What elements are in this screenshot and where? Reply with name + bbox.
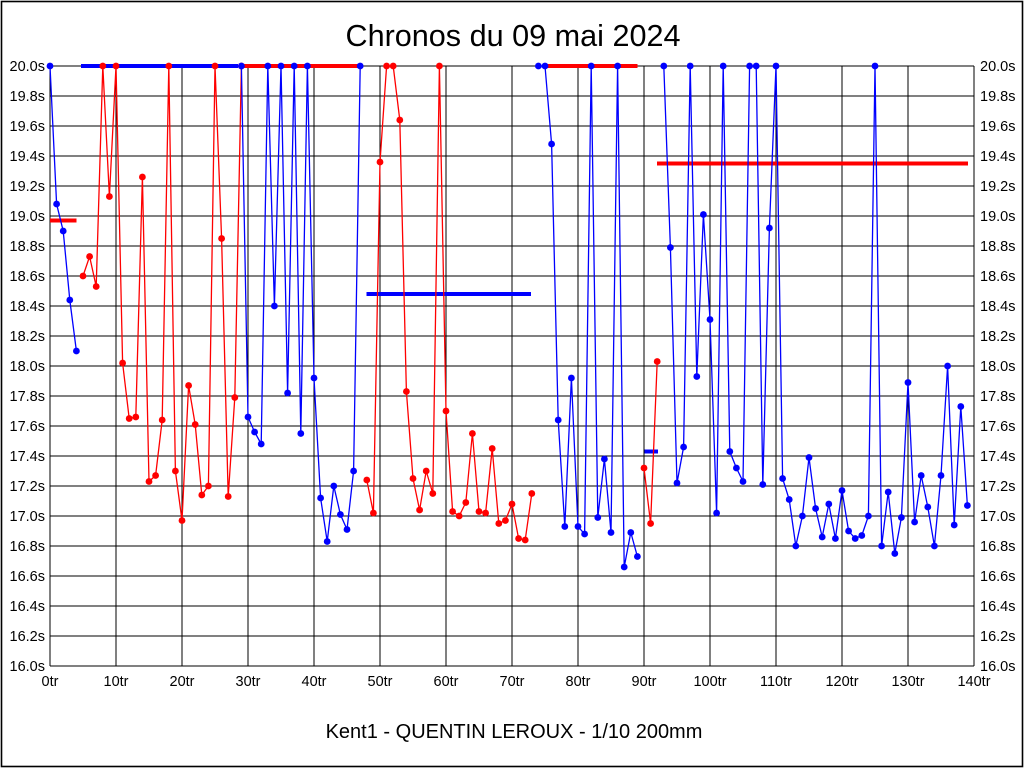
svg-text:17.2s: 17.2s: [10, 479, 45, 495]
svg-text:19.8s: 19.8s: [10, 89, 45, 105]
svg-text:17.6s: 17.6s: [980, 419, 1015, 435]
svg-text:19.2s: 19.2s: [980, 179, 1015, 195]
svg-text:16.0s: 16.0s: [10, 659, 45, 675]
svg-text:19.8s: 19.8s: [980, 89, 1015, 105]
svg-text:18.2s: 18.2s: [10, 329, 45, 345]
svg-text:18.4s: 18.4s: [10, 299, 45, 315]
svg-text:19.6s: 19.6s: [10, 119, 45, 135]
svg-text:16.8s: 16.8s: [10, 539, 45, 555]
svg-text:0tr: 0tr: [42, 674, 59, 690]
svg-text:17.0s: 17.0s: [10, 509, 45, 525]
svg-text:90tr: 90tr: [632, 674, 657, 690]
svg-text:40tr: 40tr: [302, 674, 327, 690]
svg-text:19.4s: 19.4s: [980, 149, 1015, 165]
svg-text:16.4s: 16.4s: [10, 599, 45, 615]
svg-text:Chronos du 09 mai 2024: Chronos du 09 mai 2024: [345, 19, 680, 53]
svg-text:120tr: 120tr: [825, 674, 858, 690]
svg-text:18.2s: 18.2s: [980, 329, 1015, 345]
svg-text:20.0s: 20.0s: [980, 59, 1015, 75]
svg-text:18.8s: 18.8s: [980, 239, 1015, 255]
svg-text:110tr: 110tr: [760, 674, 792, 690]
svg-text:80tr: 80tr: [566, 674, 591, 690]
svg-text:50tr: 50tr: [368, 674, 393, 690]
svg-text:10tr: 10tr: [104, 674, 129, 690]
svg-text:16.2s: 16.2s: [980, 629, 1015, 645]
svg-text:19.6s: 19.6s: [980, 119, 1015, 135]
svg-text:16.4s: 16.4s: [980, 599, 1015, 615]
svg-text:100tr: 100tr: [693, 674, 726, 690]
svg-text:19.4s: 19.4s: [10, 149, 45, 165]
svg-text:19.0s: 19.0s: [980, 209, 1015, 225]
svg-text:Kent1 - QUENTIN LEROUX - 1/10: Kent1 - QUENTIN LEROUX - 1/10 200mm: [326, 721, 703, 743]
svg-text:16.8s: 16.8s: [980, 539, 1015, 555]
svg-text:17.4s: 17.4s: [980, 449, 1015, 465]
svg-text:70tr: 70tr: [500, 674, 525, 690]
svg-text:19.0s: 19.0s: [10, 209, 45, 225]
svg-text:18.8s: 18.8s: [10, 239, 45, 255]
svg-text:18.0s: 18.0s: [980, 359, 1015, 375]
svg-text:18.0s: 18.0s: [10, 359, 45, 375]
svg-text:18.6s: 18.6s: [980, 269, 1015, 285]
svg-text:17.4s: 17.4s: [10, 449, 45, 465]
svg-text:16.6s: 16.6s: [980, 569, 1015, 585]
svg-text:16.2s: 16.2s: [10, 629, 45, 645]
svg-text:130tr: 130tr: [891, 674, 924, 690]
svg-text:18.4s: 18.4s: [980, 299, 1015, 315]
svg-text:17.8s: 17.8s: [980, 389, 1015, 405]
svg-text:16.0s: 16.0s: [980, 659, 1015, 675]
svg-text:18.6s: 18.6s: [10, 269, 45, 285]
svg-text:140tr: 140tr: [957, 674, 990, 690]
svg-text:17.6s: 17.6s: [10, 419, 45, 435]
svg-text:20tr: 20tr: [170, 674, 195, 690]
svg-text:30tr: 30tr: [236, 674, 261, 690]
svg-text:60tr: 60tr: [434, 674, 459, 690]
svg-text:17.8s: 17.8s: [10, 389, 45, 405]
svg-text:17.2s: 17.2s: [980, 479, 1015, 495]
svg-text:17.0s: 17.0s: [980, 509, 1015, 525]
svg-text:16.6s: 16.6s: [10, 569, 45, 585]
svg-text:20.0s: 20.0s: [10, 59, 45, 75]
svg-text:19.2s: 19.2s: [10, 179, 45, 195]
